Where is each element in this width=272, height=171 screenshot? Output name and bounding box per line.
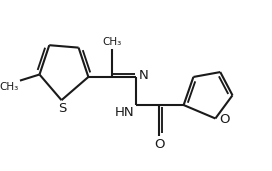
Text: HN: HN: [115, 106, 134, 119]
Text: O: O: [219, 113, 230, 126]
Text: S: S: [58, 102, 66, 115]
Text: N: N: [139, 69, 149, 82]
Text: CH₃: CH₃: [0, 82, 19, 92]
Text: CH₃: CH₃: [102, 37, 121, 47]
Text: O: O: [154, 138, 165, 151]
